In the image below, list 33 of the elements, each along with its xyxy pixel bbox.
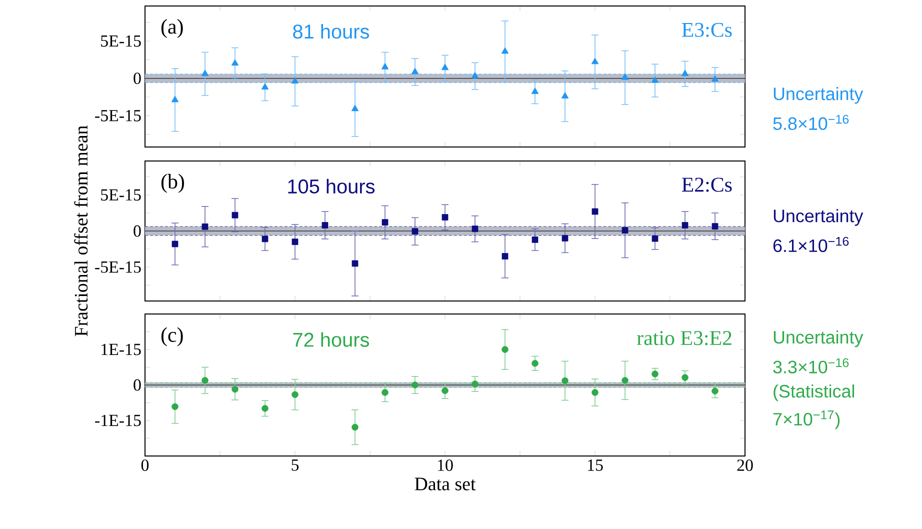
annotation: 72 hours — [293, 332, 370, 347]
series-label: ratio E3:E2 — [637, 331, 732, 346]
text: (Statistical — [774, 384, 854, 402]
y-tick-label: 5E-15 — [101, 189, 141, 201]
annotation: (c) — [161, 327, 183, 346]
y-axis-title: Fractional offset from mean — [74, 126, 88, 336]
text: 7×10$^{−17}$) — [773, 410, 840, 430]
text: Uncertainty — [774, 209, 864, 226]
y-tick-label: 0 — [134, 379, 141, 391]
y-tick-label: 5E-15 — [101, 35, 141, 47]
text: Uncertainty — [774, 87, 864, 104]
text: 5.8×10$^{−16}$ — [773, 114, 849, 130]
x-tick-label: 5 — [292, 460, 299, 471]
x-tick-label: 0 — [141, 460, 149, 471]
annotation: 105 hours — [288, 178, 375, 194]
annotation: (a) — [161, 19, 183, 38]
x-axis-title: Data set — [414, 478, 476, 490]
y-tick-label: 0 — [134, 225, 141, 237]
x-tick-label: 15 — [588, 460, 603, 471]
x-tick-label: 20 — [737, 460, 753, 471]
annotation: (b) — [161, 174, 184, 193]
x-tick-label: 10 — [438, 460, 453, 471]
text: 6.1×10$^{−16}$ — [773, 236, 849, 252]
series-label: E2:Cs — [682, 178, 732, 192]
series-label: E3:Cs — [682, 22, 732, 38]
y-tick-label: -5E-15 — [95, 110, 141, 122]
text: Uncertainty — [774, 330, 864, 348]
y-tick-label: -5E-15 — [95, 261, 141, 273]
y-tick-label: 1E-15 — [102, 344, 141, 356]
annotation: 81 hours — [293, 24, 370, 39]
text: 3.3×10$^{−16}$ — [773, 358, 849, 374]
y-tick-label: 0 — [134, 72, 141, 84]
y-tick-label: -1E-15 — [95, 414, 141, 426]
